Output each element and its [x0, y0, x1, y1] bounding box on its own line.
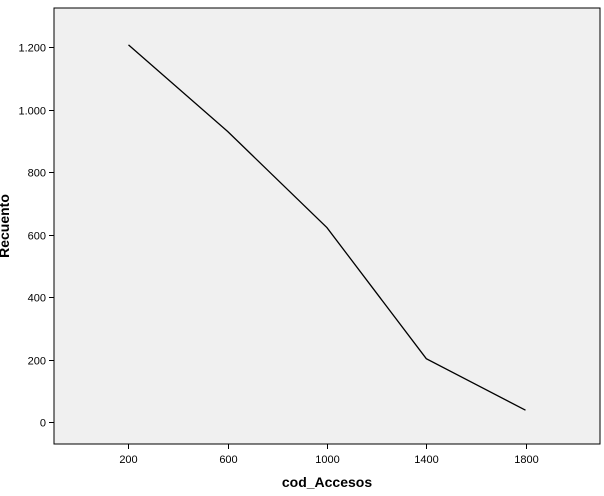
y-tick-label: 400	[28, 293, 46, 305]
x-axis-title: cod_Accesos	[282, 474, 372, 490]
y-tick-label: 600	[28, 231, 46, 243]
y-tick-label: 1.000	[18, 106, 46, 118]
y-axis-ticks: 0 200 400 600 800 1.000 1.200	[18, 43, 54, 430]
y-tick-label: 800	[28, 168, 46, 180]
series-line	[128, 44, 526, 411]
y-axis-title: Recuento	[0, 194, 12, 258]
x-tick-label: 200	[119, 454, 137, 466]
y-tick-label: 1.200	[18, 43, 46, 55]
x-tick-label: 1400	[414, 454, 438, 466]
x-tick-label: 1000	[315, 454, 339, 466]
y-tick-label: 200	[28, 356, 46, 368]
x-tick-label: 600	[219, 454, 237, 466]
x-axis-ticks: 200 600 1000 1400 1800	[119, 444, 539, 466]
y-tick-label: 0	[40, 418, 46, 430]
x-tick-label: 1800	[514, 454, 538, 466]
plot-area	[53, 7, 601, 445]
